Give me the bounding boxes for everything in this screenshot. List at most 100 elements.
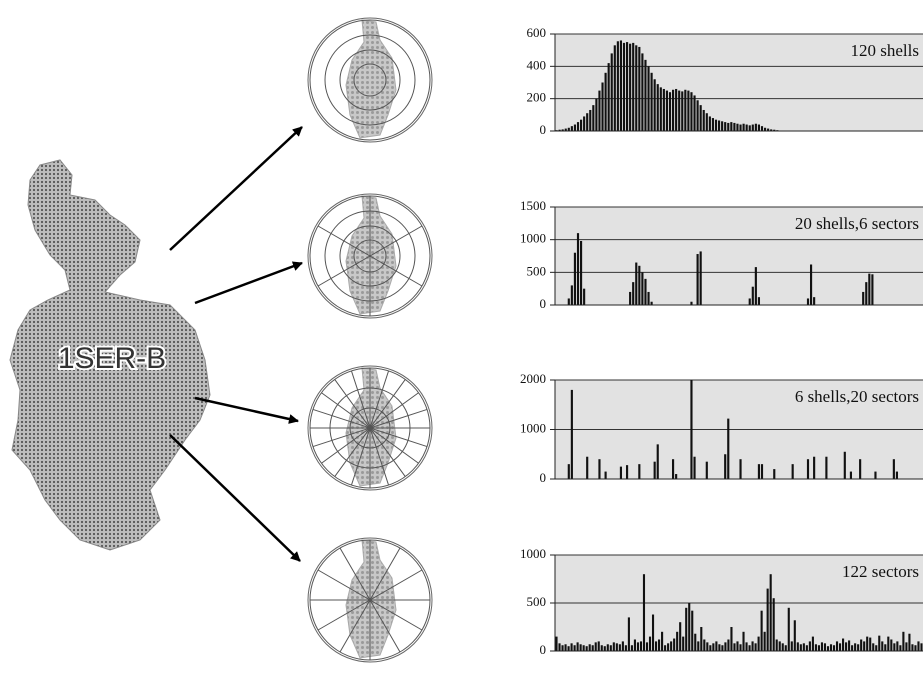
bar [647, 66, 649, 131]
bar [718, 120, 720, 131]
bar [830, 644, 832, 651]
bar [690, 92, 692, 131]
bar [908, 634, 910, 651]
bar [739, 125, 741, 131]
bar [697, 254, 699, 305]
bar [670, 641, 672, 651]
bar [675, 89, 677, 131]
bar [679, 622, 681, 651]
bar [700, 105, 702, 131]
y-tick-label: 0 [540, 642, 547, 657]
bar [721, 121, 723, 131]
bar [721, 645, 723, 651]
bar [917, 641, 919, 651]
bar [788, 608, 790, 651]
bar [623, 43, 625, 131]
bar [690, 380, 692, 479]
bar [813, 457, 815, 479]
bar [809, 641, 811, 651]
bar [742, 632, 744, 651]
bar [640, 641, 642, 651]
arrow [170, 435, 300, 561]
chart-title: 6 shells,20 sectors [795, 387, 919, 406]
bar [654, 462, 656, 479]
bar [685, 608, 687, 651]
bar [558, 643, 560, 651]
bar [620, 40, 622, 131]
bar [709, 116, 711, 131]
bar [752, 125, 754, 131]
bar [752, 287, 754, 305]
bar [631, 645, 633, 651]
bar [643, 574, 645, 651]
bar [810, 264, 812, 305]
bar [638, 266, 640, 305]
bar [733, 123, 735, 131]
bar [703, 110, 705, 131]
bar [715, 641, 717, 651]
bar [589, 644, 591, 651]
bar [797, 642, 799, 651]
bar [845, 642, 847, 651]
bar [893, 643, 895, 651]
bar [691, 611, 693, 651]
bar [598, 91, 600, 131]
bar [646, 642, 648, 651]
bar [854, 643, 856, 651]
y-tick-label: 500 [527, 594, 547, 609]
bar [574, 125, 576, 131]
bar [844, 452, 846, 479]
bar [586, 646, 588, 651]
bar [875, 645, 877, 651]
bar [818, 645, 820, 651]
bar [761, 611, 763, 651]
bar [649, 637, 651, 651]
bar [767, 589, 769, 651]
bar [672, 90, 674, 131]
bar [824, 643, 826, 651]
bar [687, 91, 689, 131]
bar [785, 645, 787, 651]
bar [794, 620, 796, 651]
bar [611, 53, 613, 131]
bar [577, 233, 579, 305]
chart-title: 122 sectors [842, 562, 919, 581]
bar [568, 298, 570, 305]
bar [887, 637, 889, 651]
bar [586, 113, 588, 131]
bar [758, 297, 760, 305]
arrow [170, 127, 302, 250]
chart-title: 120 shells [851, 41, 919, 60]
bar [761, 464, 763, 479]
bar [792, 464, 794, 479]
y-tick-label: 2000 [520, 371, 546, 386]
bar [669, 92, 671, 131]
bar [583, 289, 585, 305]
y-tick-label: 200 [527, 90, 547, 105]
bar [638, 464, 640, 479]
bar [601, 83, 603, 132]
bar [592, 645, 594, 651]
bar [866, 637, 868, 651]
bar [632, 43, 634, 131]
bar [568, 464, 570, 479]
bar [608, 63, 610, 131]
bar [758, 464, 760, 479]
bar [629, 292, 631, 305]
bar [693, 457, 695, 479]
bar [739, 459, 741, 479]
bar [706, 462, 708, 479]
bar [712, 643, 714, 651]
bar [682, 637, 684, 651]
bar [697, 100, 699, 131]
bar [791, 641, 793, 651]
bar [755, 643, 757, 651]
bar [896, 472, 898, 479]
bar [616, 643, 618, 651]
y-tick-label: 1000 [520, 231, 546, 246]
bar [727, 419, 729, 479]
bar [663, 89, 665, 131]
bar [664, 645, 666, 651]
bar [745, 642, 747, 651]
